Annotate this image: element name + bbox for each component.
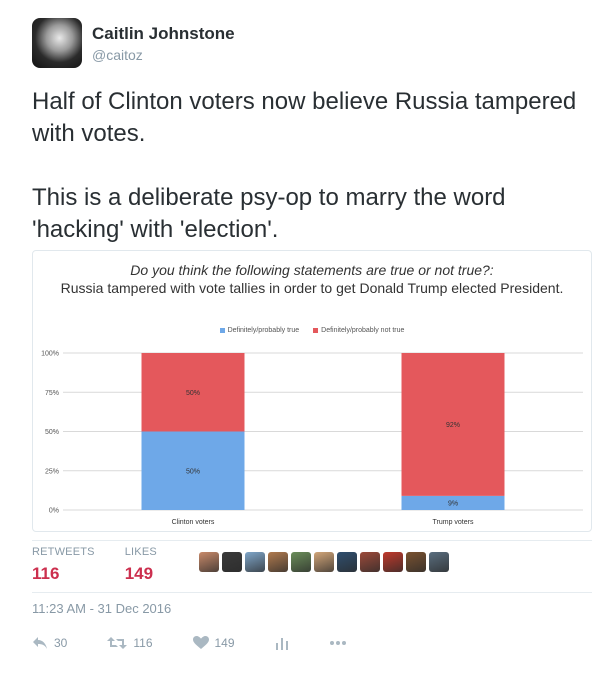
tweet-header: Caitlin Johnstone @caitoz xyxy=(32,14,235,70)
liker-avatars xyxy=(198,552,449,572)
chart-legend: Definitely/probably true Definitely/prob… xyxy=(33,327,591,334)
legend-swatch-not-true xyxy=(313,328,319,333)
tweet-paragraph-2: This is a deliberate psy-op to marry the… xyxy=(32,184,506,243)
tweet-paragraph-1: Half of Clinton voters now believe Russi… xyxy=(32,88,577,147)
y-tick-label: 100% xyxy=(41,351,59,358)
liker-avatar[interactable] xyxy=(313,552,334,572)
liker-avatar[interactable] xyxy=(221,552,242,572)
liker-avatar[interactable] xyxy=(405,552,426,572)
liker-avatar[interactable] xyxy=(428,552,449,572)
like-count: 149 xyxy=(214,636,235,650)
engagement-stats: RETWEETS 116 LIKES 149 xyxy=(32,546,449,584)
like-button[interactable]: 149 xyxy=(192,636,235,650)
chart-image[interactable]: Do you think the following statements ar… xyxy=(32,250,592,532)
liker-avatar[interactable] xyxy=(290,552,311,572)
legend-item-true: Definitely/probably true xyxy=(219,327,300,334)
likes-stat[interactable]: LIKES 149 xyxy=(125,546,157,584)
likes-label: LIKES xyxy=(124,546,157,558)
chart-title-question: Do you think the following statements ar… xyxy=(130,262,494,278)
reply-count: 30 xyxy=(54,636,68,650)
liker-avatar[interactable] xyxy=(359,552,380,572)
analytics-icon xyxy=(275,638,288,650)
legend-label-not-true: Definitely/probably not true xyxy=(321,327,405,334)
bar-segment xyxy=(401,353,505,496)
author-names: Caitlin Johnstone @caitoz xyxy=(92,24,235,63)
legend-item-not-true: Definitely/probably not true xyxy=(313,327,404,334)
y-tick-label: 0% xyxy=(49,508,59,515)
data-label: 50% xyxy=(186,390,200,397)
data-label: 92% xyxy=(446,422,460,429)
x-tick-label: Clinton voters xyxy=(172,519,215,526)
author-handle[interactable]: @caitoz xyxy=(92,47,143,63)
retweets-count: 116 xyxy=(32,564,60,583)
more-icon xyxy=(329,641,346,645)
tweet-actions: 30 116 149 xyxy=(32,636,387,650)
liker-avatar[interactable] xyxy=(336,552,357,572)
avatar[interactable] xyxy=(32,18,82,68)
data-label: 9% xyxy=(448,500,458,507)
x-tick-label: Trump voters xyxy=(433,519,474,526)
y-tick-label: 25% xyxy=(45,468,59,475)
timestamp[interactable]: 11:23 AM - 31 Dec 2016 xyxy=(32,601,172,616)
retweet-icon xyxy=(107,637,128,649)
divider xyxy=(32,592,592,593)
author-display-name[interactable]: Caitlin Johnstone xyxy=(92,24,235,43)
retweet-count: 116 xyxy=(133,636,153,650)
bar-segment xyxy=(141,353,245,432)
y-tick-label: 75% xyxy=(45,390,59,397)
chart-title: Do you think the following statements ar… xyxy=(33,261,591,297)
bar-segment xyxy=(141,431,245,510)
legend-label-true: Definitely/probably true xyxy=(227,327,300,334)
divider xyxy=(32,540,592,541)
liker-avatar[interactable] xyxy=(382,552,403,572)
analytics-button[interactable] xyxy=(275,636,289,650)
retweet-button[interactable]: 116 xyxy=(107,636,153,650)
y-tick-label: 50% xyxy=(45,429,59,436)
liker-avatar[interactable] xyxy=(267,552,288,572)
retweets-stat[interactable]: RETWEETS 116 xyxy=(32,546,95,584)
reply-button[interactable]: 30 xyxy=(32,636,67,650)
more-options-button[interactable] xyxy=(329,640,347,646)
legend-swatch-true xyxy=(219,328,225,333)
chart-title-statement: Russia tampered with vote tallies in ord… xyxy=(60,280,564,296)
tweet-text: Half of Clinton voters now believe Russi… xyxy=(32,86,592,246)
stacked-bar-chart: 0% 25% 50% 75% 100% 50% 50% Clinton voters 9% 92%… xyxy=(41,351,583,526)
liker-avatar[interactable] xyxy=(244,552,265,572)
bar-segment xyxy=(401,495,505,510)
liker-avatar[interactable] xyxy=(198,552,219,572)
heart-icon xyxy=(192,636,209,649)
likes-count: 149 xyxy=(124,564,154,583)
data-label: 50% xyxy=(186,468,200,475)
reply-icon xyxy=(33,637,47,649)
retweets-label: RETWEETS xyxy=(32,546,95,558)
